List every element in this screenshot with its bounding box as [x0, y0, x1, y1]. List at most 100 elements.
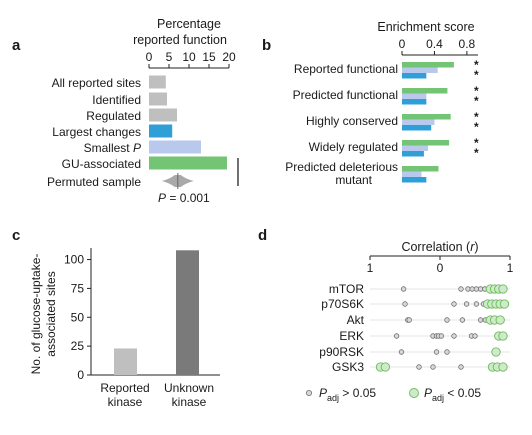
- panel-c-y-axis-label-line-1: No. of glucose-uptake-: [29, 254, 43, 375]
- panel-a-title-line-1: Percentage: [157, 17, 221, 31]
- panel-a-p-rest: = 0.001: [166, 191, 210, 205]
- panel-c-category-label-line-1: Unknown: [164, 381, 214, 395]
- panel-a-x-tick-label: 0: [146, 50, 153, 64]
- panel-b-significance-star: *: [474, 146, 479, 160]
- panel-a-bar: [149, 75, 166, 89]
- panel-b-bar: [402, 67, 438, 73]
- panel-b-x-tick-label: 0: [399, 37, 406, 51]
- panel-a-bar: [149, 156, 227, 170]
- panel-b-category-label: Widely regulated: [309, 140, 398, 154]
- panel-b-bar: [402, 114, 451, 120]
- panel-b-significance-star: *: [474, 94, 479, 108]
- panel-a-p-value: P = 0.001: [158, 191, 210, 205]
- panel-b-category-label: Reported functional: [294, 62, 398, 76]
- panel-d-point-nonsignificant: [472, 333, 478, 339]
- panel-d-kinase-label: p70S6K: [321, 297, 364, 311]
- panel-b-chart: Enrichment score 0 0.4 0.8 Reported function…: [285, 20, 479, 187]
- panel-d-point-nonsignificant: [398, 349, 405, 355]
- panel-d-legend-subscript: adj: [327, 393, 339, 403]
- panel-d-point-nonsignificant: [458, 364, 464, 370]
- panel-c-y-axis-label: No. of glucose-uptake-associated sites: [29, 254, 58, 375]
- panel-b-significance-star: *: [474, 68, 479, 82]
- panel-c-y-tick-label: 75: [71, 281, 85, 295]
- panel-a-p-italic: P: [158, 191, 166, 205]
- panel-d-legend-label: Padj > 0.05: [319, 386, 376, 403]
- panel-a-letter: a: [12, 37, 21, 54]
- panel-b-bar: [402, 73, 427, 79]
- panel-b-bar: [402, 177, 427, 183]
- panel-d-legend-marker-significant: [409, 388, 419, 398]
- panel-d-point-nonsignificant: [393, 333, 400, 339]
- panel-a-category-label: Identified: [92, 93, 141, 107]
- panel-c-chart: 0 25 50 75 100 No. of glucose-uptake-associat…: [29, 248, 220, 409]
- panel-d-title-r: r: [470, 240, 475, 254]
- panel-b-bar: [402, 171, 422, 177]
- panel-d-legend-p: P: [319, 386, 327, 400]
- panel-c-bar: [114, 348, 137, 375]
- panel-b-bar: [402, 62, 454, 68]
- panel-b-bar: [402, 151, 424, 157]
- panel-b-category-label: Predicted functional: [293, 88, 398, 102]
- panel-b-significance-star: *: [474, 110, 479, 124]
- panel-c-category-label-line-2: kinase: [172, 395, 207, 409]
- panel-b-x-tick-label: 0.4: [426, 37, 443, 51]
- panel-b-bar: [402, 99, 427, 105]
- panel-c-category-label-line-2: kinase: [108, 395, 143, 409]
- panel-d-kinase-label: mTOR: [329, 282, 364, 296]
- panel-a-bar: [149, 92, 167, 106]
- panel-d-point-nonsignificant: [402, 301, 408, 307]
- panel-c-y-tick-label: 0: [77, 368, 84, 382]
- panel-c-bar: [176, 250, 199, 375]
- panel-a-bar: [149, 124, 173, 138]
- panel-d-point-nonsignificant: [406, 317, 412, 323]
- panel-d-legend-marker-nonsignificant: [305, 389, 312, 396]
- panel-d-point-significant: [495, 315, 505, 325]
- panel-a-chart: Percentage reported function 0 5 10 15 20 All r…: [47, 17, 239, 205]
- panel-d-point-nonsignificant: [433, 349, 440, 355]
- panel-d-point-significant: [380, 362, 391, 372]
- panel-a-x-tick-label: 20: [222, 50, 236, 64]
- panel-d-chart: Correlation (r)1 0 1mTORp70S6KAktERKp90RSK…: [305, 240, 514, 403]
- panel-d-x-tick-label: 0: [437, 261, 444, 275]
- panel-a-title-line-2: reported function: [133, 33, 227, 47]
- panel-a-category-label: GU-associated: [62, 157, 141, 171]
- panel-a-category-label: Regulated: [86, 109, 141, 123]
- panel-c-y-tick-label: 100: [64, 253, 84, 267]
- panel-b-significance-star: *: [474, 136, 479, 150]
- panel-b-bar: [402, 119, 435, 125]
- panel-d-title-close: ): [474, 240, 478, 254]
- panel-d-legend-threshold: > 0.05: [339, 386, 376, 400]
- panel-a-bar: [149, 108, 177, 122]
- panel-d-point-nonsignificant: [444, 349, 450, 355]
- panel-a-category-label: All reported sites: [52, 76, 141, 90]
- panel-d-point-significant: [498, 362, 508, 372]
- panel-a-x-tick-label: 15: [202, 50, 216, 64]
- panel-d-point-nonsignificant: [438, 333, 445, 339]
- panel-d-legend-subscript: adj: [432, 393, 444, 403]
- panel-b-category-label: mutant: [335, 173, 372, 187]
- panel-d-letter: d: [258, 227, 267, 244]
- panel-c-letter: c: [12, 227, 20, 244]
- panel-d-kinase-label: GSK3: [332, 360, 364, 374]
- panel-d-x-tick-label: 1: [367, 261, 374, 275]
- panel-b-bar: [402, 140, 450, 146]
- panel-d-point-nonsignificant: [459, 317, 466, 323]
- panel-c-category-label-line-1: Reported: [100, 381, 149, 395]
- panel-b-bar: [402, 93, 427, 99]
- panel-a-bar: [149, 140, 201, 154]
- panel-b-bar: [402, 145, 428, 151]
- panel-b-x-tick-label: 0.8: [459, 37, 476, 51]
- panel-b-bar: [402, 125, 432, 131]
- panel-b-title: Enrichment score: [377, 20, 474, 34]
- panel-b-significance-star: *: [474, 84, 479, 98]
- panel-a-x-tick-label: 5: [166, 50, 173, 64]
- panel-b-category-label: Predicted deleterious: [285, 160, 398, 174]
- panel-a-italic-p: P: [133, 141, 141, 155]
- panel-d-point-significant: [498, 331, 508, 341]
- panel-a-category-label: Largest changes: [52, 125, 141, 139]
- panel-d-point-nonsignificant: [430, 364, 436, 370]
- panel-d-point-significant: [491, 347, 501, 357]
- panel-d-kinase-label: ERK: [339, 329, 364, 343]
- panel-d-legend-label: Padj < 0.05: [424, 386, 481, 403]
